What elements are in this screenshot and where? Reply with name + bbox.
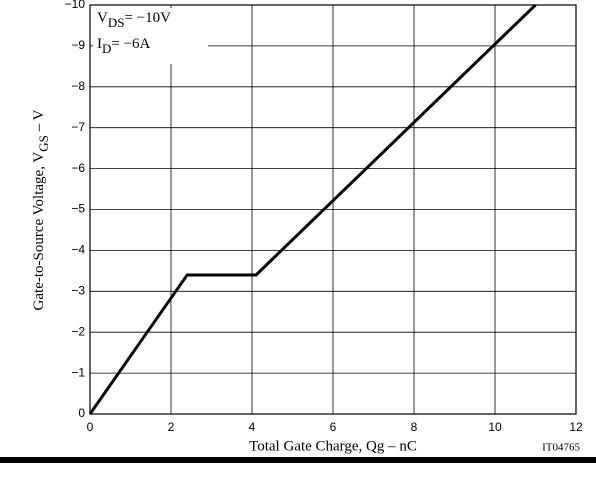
y-tick-label: 0 <box>78 406 85 420</box>
y-tick-label: −10 <box>65 0 86 11</box>
y-axis-label-main: Gate-to-Source Voltage, V <box>31 152 47 311</box>
annotation-rest: = −6A <box>111 36 150 52</box>
y-tick-label: −3 <box>71 283 85 297</box>
x-tick-label: 2 <box>168 420 175 434</box>
annotation-bg <box>93 8 208 64</box>
annotation-sub: D <box>102 41 111 56</box>
annotation-rest: = −10V <box>124 10 171 26</box>
x-tick-label: 0 <box>87 420 94 434</box>
y-tick-label: −7 <box>71 120 85 134</box>
line <box>88 3 537 415</box>
y-tick-label: −4 <box>71 243 85 257</box>
annotation-sub: DS <box>108 15 125 30</box>
annotation: VDS= −10V <box>97 10 171 30</box>
x-tick-label: 6 <box>330 420 337 434</box>
y-axis-label-rest: – V <box>31 109 47 135</box>
x-tick-label: 4 <box>249 420 256 434</box>
y-tick-label: −6 <box>71 161 85 175</box>
annotation-main: I <box>97 36 102 52</box>
annotation-main: V <box>97 10 108 26</box>
y-tick-label: −8 <box>71 79 85 93</box>
y-tick-label: −2 <box>71 324 85 338</box>
x-tick-label: 12 <box>569 420 583 434</box>
x-axis-label: Total Gate Charge, Qg – nC <box>249 438 417 454</box>
y-axis-label-sub: GS <box>36 135 51 152</box>
y-axis-label: Gate-to-Source Voltage, VGS – V <box>31 109 51 310</box>
figure-code: IT04765 <box>542 442 580 454</box>
y-tick-label: −1 <box>71 365 85 379</box>
annotation: ID= −6A <box>97 36 151 56</box>
footer-bar <box>0 457 596 463</box>
x-tick-label: 8 <box>411 420 418 434</box>
x-tick-label: 10 <box>488 420 502 434</box>
y-tick-label: −5 <box>71 202 85 216</box>
y-tick-label: −9 <box>71 38 85 52</box>
plot-frame <box>89 4 577 415</box>
